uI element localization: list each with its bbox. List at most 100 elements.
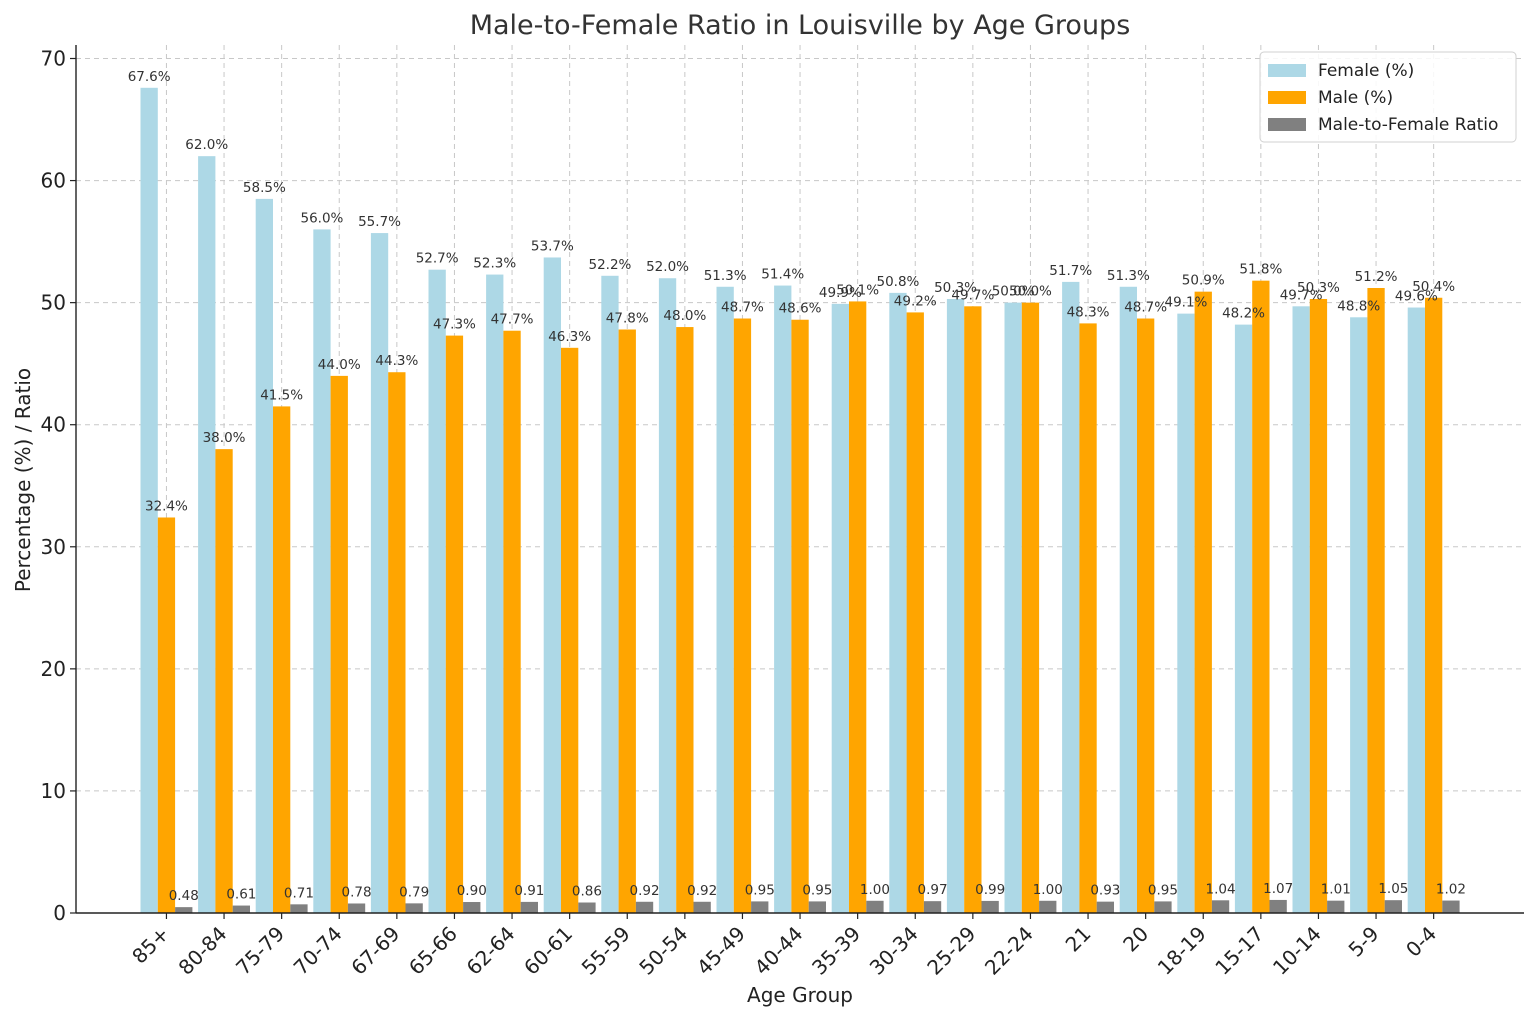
data-label: 49.7% — [1280, 287, 1323, 303]
y-tick-label: 60 — [41, 169, 66, 193]
bar-male-to-female-ratio-60-61 — [578, 902, 596, 913]
x-tick-label: 20 — [1118, 922, 1153, 957]
y-tick-labels: 0 10 20 30 40 50 60 70 — [41, 47, 66, 926]
data-label: 0.92 — [687, 883, 717, 899]
data-label: 47.8% — [606, 310, 649, 326]
data-label: 0.97 — [918, 882, 948, 898]
bar-male-35-39 — [849, 301, 867, 914]
x-tick-label: 40-44 — [750, 922, 808, 980]
data-label: 48.7% — [721, 300, 764, 316]
data-label: 51.2% — [1355, 269, 1398, 285]
bar-male-22-24 — [1021, 302, 1040, 914]
bar-female-15-17 — [1234, 324, 1253, 913]
bar-male-to-female-ratio-85+ — [175, 907, 193, 913]
bar-male-21 — [1079, 323, 1097, 913]
bar-female-62-64 — [486, 274, 504, 914]
bar-male-65-66 — [445, 335, 464, 913]
bar-female-60-61 — [543, 257, 561, 913]
bar-male-to-female-ratio-70-74 — [347, 903, 366, 913]
bar-male-to-female-ratio-21 — [1096, 901, 1114, 913]
bars — [140, 87, 1460, 914]
bar-male-20 — [1137, 318, 1155, 913]
y-tick-label: 50 — [41, 291, 66, 315]
bar-male-to-female-ratio-10-14 — [1327, 900, 1345, 913]
bar-male-to-female-ratio-35-39 — [866, 900, 884, 913]
bar-male-to-female-ratio-0-4 — [1442, 900, 1460, 913]
bar-female-35-39 — [831, 303, 849, 913]
data-label: 1.04 — [1206, 881, 1236, 897]
data-label: 67.6% — [128, 69, 171, 85]
x-tick-label: 85+ — [127, 922, 174, 969]
bar-male-25-29 — [964, 306, 982, 913]
x-tick-label: 18-19 — [1153, 922, 1211, 980]
data-label: 49.9% — [819, 285, 862, 301]
bar-male-0-4 — [1425, 297, 1443, 913]
bar-male-18-19 — [1194, 291, 1212, 913]
bar-male-to-female-ratio-80-84 — [232, 905, 250, 913]
data-label: 48.2% — [1222, 306, 1265, 322]
bar-female-30-34 — [889, 292, 907, 913]
x-tick-label: 70-74 — [289, 922, 347, 980]
bar-female-85+ — [140, 87, 158, 914]
x-tick-label: 65-66 — [404, 922, 462, 980]
x-tick-label: 22-24 — [980, 922, 1038, 980]
bar-male-to-female-ratio-40-44 — [808, 901, 826, 913]
data-label: 50.4% — [1412, 279, 1455, 295]
bar-male-to-female-ratio-22-24 — [1039, 900, 1057, 913]
data-label: 0.78 — [342, 884, 372, 900]
data-label: 0.91 — [514, 883, 544, 899]
bar-female-18-19 — [1177, 313, 1195, 913]
legend-box — [1259, 51, 1517, 143]
bar-male-5-9 — [1367, 287, 1385, 914]
data-label: 44.0% — [318, 357, 361, 373]
data-label: 0.61 — [226, 887, 256, 903]
data-label: 48.8% — [1337, 298, 1380, 314]
data-label: 32.4% — [145, 498, 188, 514]
data-label: 50.3% — [934, 280, 977, 296]
bar-female-10-14 — [1292, 306, 1310, 913]
data-label: 48.3% — [1067, 304, 1110, 320]
data-label: 1.00 — [860, 882, 890, 898]
x-tick-label: 21 — [1061, 922, 1096, 957]
data-label: 52.3% — [473, 256, 516, 272]
data-label: 0.99 — [975, 882, 1005, 898]
x-axis-title: Age Group — [747, 983, 853, 1007]
y-tick-label: 40 — [41, 413, 66, 437]
data-label: 51.3% — [704, 268, 747, 284]
x-tick-label: 50-54 — [634, 922, 692, 980]
x-tick-label: 35-39 — [807, 922, 865, 980]
axes — [70, 45, 1524, 919]
bar-male-10-14 — [1309, 298, 1328, 913]
legend-swatch — [1268, 91, 1306, 104]
data-label: 50.9% — [1182, 273, 1225, 289]
bar-female-75-79 — [255, 198, 273, 913]
bar-male-55-59 — [618, 329, 636, 914]
data-label: 51.3% — [1107, 268, 1150, 284]
x-tick-label: 45-49 — [692, 922, 750, 980]
bar-female-80-84 — [198, 156, 216, 913]
x-tick-labels: 85+ 80-84 75-79 70-74 67-69 65-66 62-64 60-61 55… — [127, 922, 1441, 980]
data-label: 1.00 — [1033, 882, 1063, 898]
bar-male-to-female-ratio-18-19 — [1211, 900, 1230, 913]
bar-female-45-49 — [716, 286, 734, 913]
x-tick-label: 5-9 — [1344, 922, 1384, 962]
data-label: 52.7% — [416, 251, 459, 267]
data-label: 0.95 — [1148, 882, 1178, 898]
data-label: 48.7% — [1124, 300, 1167, 316]
x-tick-label: 55-59 — [577, 922, 635, 980]
y-tick-label: 10 — [41, 779, 66, 803]
data-label: 58.5% — [243, 180, 286, 196]
x-tick-label: 25-29 — [922, 922, 980, 980]
legend-swatch — [1268, 64, 1306, 77]
data-label: 49.7% — [951, 287, 994, 303]
y-tick-label: 20 — [41, 657, 66, 681]
bar-male-to-female-ratio-15-17 — [1269, 899, 1287, 913]
x-tick-label: 80-84 — [174, 922, 232, 980]
data-label: 49.6% — [1395, 289, 1438, 305]
bar-male-45-49 — [733, 318, 752, 913]
data-label: 50.8% — [877, 274, 920, 290]
bar-female-22-24 — [1004, 302, 1022, 914]
data-label: 53.7% — [531, 238, 574, 254]
legend-label: Female (%) — [1318, 61, 1414, 81]
